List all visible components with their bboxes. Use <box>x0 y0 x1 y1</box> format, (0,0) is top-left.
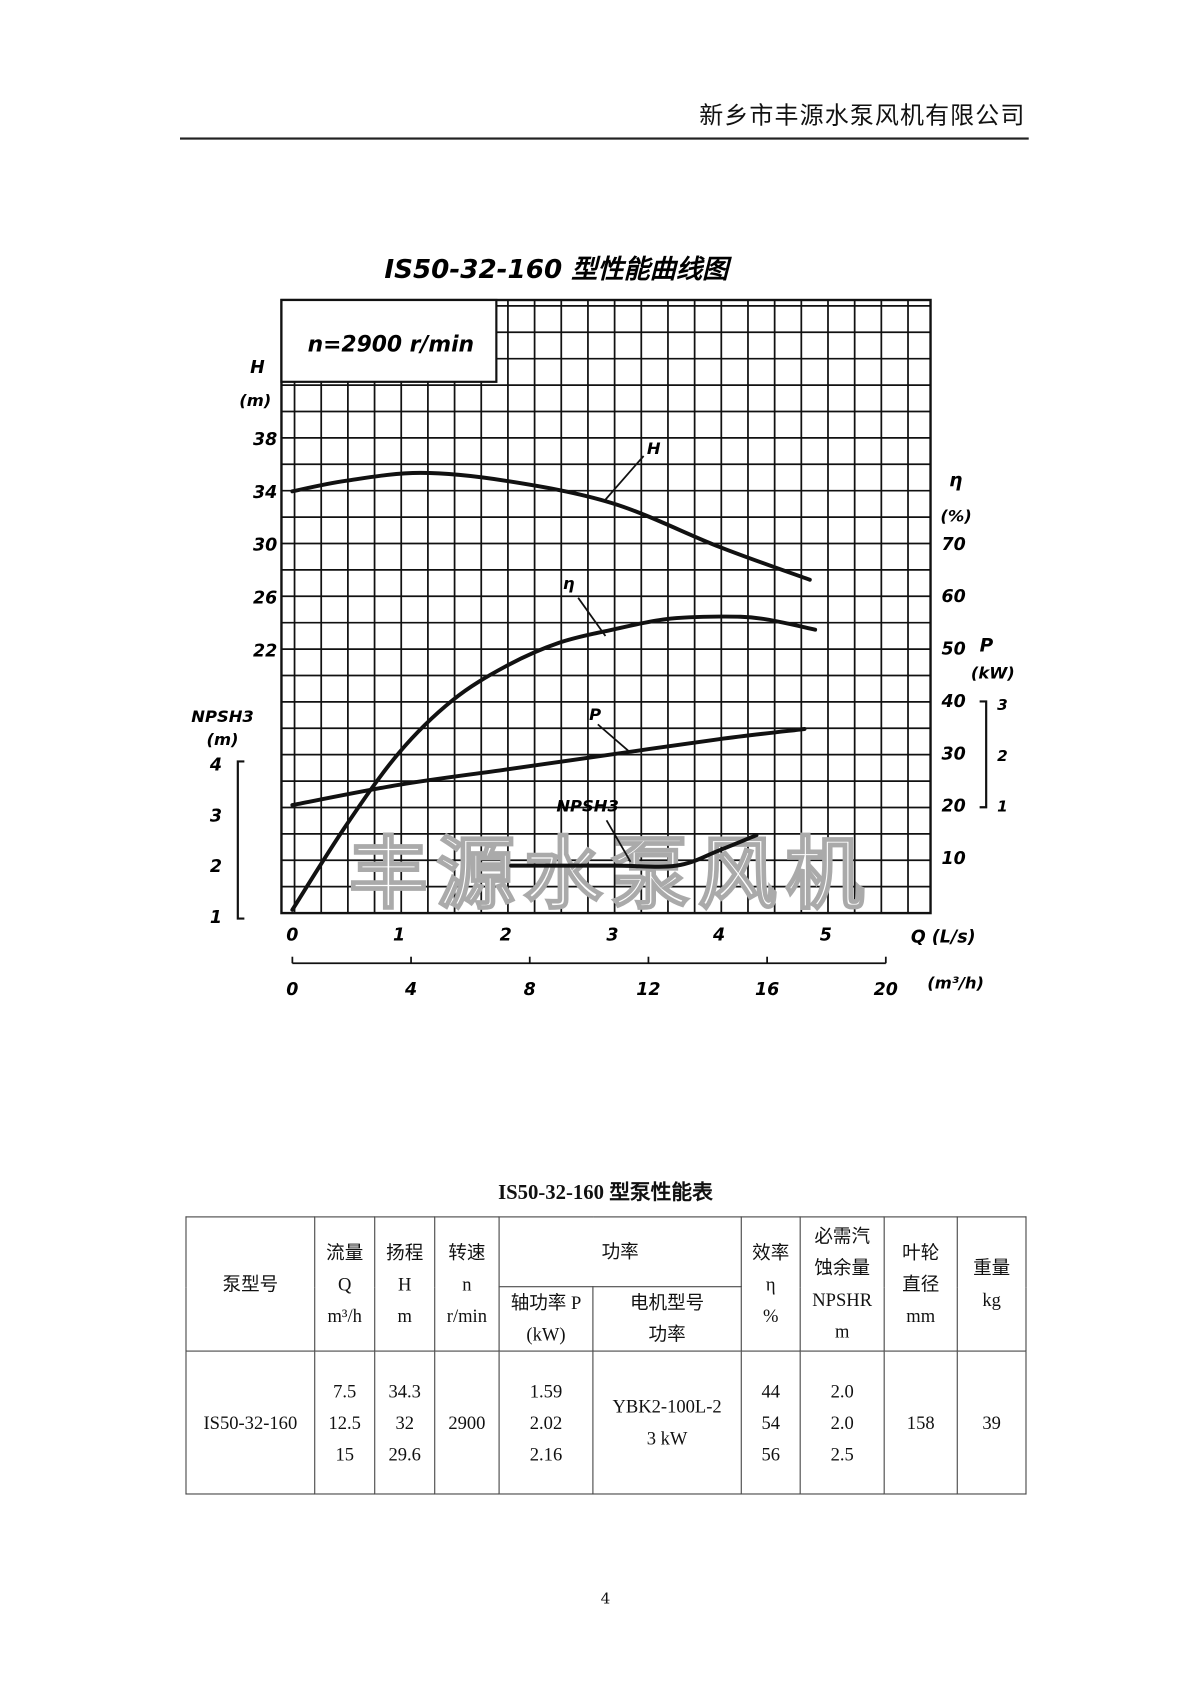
th-weight: 重量 kg <box>956 1216 1027 1352</box>
eta-tick-label: 20 <box>941 797 965 817</box>
x2-tick-label: 0 <box>286 980 298 1000</box>
h-axis-label: H <box>250 358 265 378</box>
cell-speed: 2900 <box>434 1350 500 1495</box>
company-header: 新乡市丰源水泵风机有限公司 <box>699 102 1026 130</box>
p-axis-bracket <box>979 700 988 809</box>
p-axis-label: P <box>980 635 994 656</box>
eta-axis-unit: (%) <box>940 506 971 525</box>
curve-leader-h <box>604 455 645 501</box>
npsh-axis-label: NPSH3 <box>191 707 254 726</box>
plot-frame <box>280 298 932 915</box>
curve-label-npsh3: NPSH3 <box>556 797 619 816</box>
npsh-tick-label: 3 <box>210 806 222 826</box>
x-tick-label: 0 <box>286 925 298 945</box>
x2-tick-label: 12 <box>636 980 660 1000</box>
watermark: 丰源水泵风机 <box>349 827 873 920</box>
table-title: IS50-32-160 型泵性能表 <box>498 1181 713 1205</box>
header-rule <box>179 137 1029 140</box>
curve-label-eta: η <box>563 574 575 593</box>
cell-npshr: 2.0 2.0 2.5 <box>799 1350 885 1495</box>
page-number: 4 <box>600 1590 611 1608</box>
eta-tick-label: 50 <box>941 640 965 660</box>
x-tick-label: 3 <box>606 925 618 945</box>
cell-impeller: 158 <box>883 1350 958 1495</box>
h-axis-unit: (m) <box>239 391 271 410</box>
th-efficiency: 效率 η% <box>740 1216 801 1352</box>
th-motor: 电机型号 功率 <box>592 1286 742 1352</box>
h-tick-label: 22 <box>253 641 277 661</box>
th-shaft-power: 轴功率 P (kW) <box>498 1286 594 1352</box>
cell-flow: 7.5 12.5 15 <box>314 1350 376 1495</box>
p-tick-label: 2 <box>997 747 1008 765</box>
curve-leader-npsh3 <box>605 819 632 863</box>
p-tick-label: 1 <box>997 798 1008 816</box>
eta-tick-label: 10 <box>941 849 965 869</box>
x2-tick-label: 20 <box>874 980 898 1000</box>
curve-leader-eta <box>577 597 607 637</box>
eta-tick-label: 70 <box>941 535 965 555</box>
th-power: 功率 <box>498 1216 742 1288</box>
cell-weight: 39 <box>956 1350 1027 1495</box>
eta-tick-label: 30 <box>941 744 965 764</box>
x2-tick-label: 4 <box>404 980 417 1000</box>
x-tick-label: 5 <box>820 925 832 945</box>
speed-annotation: n=2900 r/min <box>308 332 474 357</box>
curve-p <box>290 727 807 808</box>
curve-leader-p <box>597 723 632 754</box>
npsh-axis-unit: (m) <box>207 730 239 749</box>
npsh-tick-label: 4 <box>209 756 222 776</box>
curve-label-p: P <box>589 705 601 724</box>
p-tick-label: 3 <box>997 696 1008 714</box>
eta-tick-label: 60 <box>941 587 965 607</box>
x-axis-label: Q (L/s) <box>911 928 976 948</box>
npsh-axis-bracket <box>236 760 245 920</box>
p-axis-unit: (kW) <box>971 664 1015 683</box>
speed-annotation-box <box>280 298 498 383</box>
eta-axis-label: η <box>949 471 962 492</box>
cell-shaft-power: 1.59 2.02 2.16 <box>498 1350 594 1495</box>
cell-motor: YBK2-100L-2 3 kW <box>592 1350 742 1495</box>
h-tick-label: 30 <box>253 536 277 556</box>
table-row: IS50-32-160 7.5 12.5 15 34.3 32 29.6 2900 1.… <box>185 1350 1027 1495</box>
x2-axis-label: (m³/h) <box>927 973 984 992</box>
x-tick-label: 2 <box>500 925 512 945</box>
th-speed: 转速 n r/min <box>434 1216 500 1352</box>
h-tick-label: 26 <box>253 588 277 608</box>
x2-tick-label: 16 <box>755 980 779 1000</box>
x2-tick-label: 8 <box>524 980 536 1000</box>
curve-label-h: H <box>647 439 661 458</box>
x-tick-label: 4 <box>712 925 725 945</box>
curve-h <box>290 470 812 582</box>
cell-model: IS50-32-160 <box>185 1350 316 1495</box>
npsh-tick-label: 1 <box>210 908 222 928</box>
x-tick-label: 1 <box>393 925 405 945</box>
th-impeller: 叶轮 直径 mm <box>883 1216 958 1352</box>
cell-head: 34.3 32 29.6 <box>374 1350 436 1495</box>
h-tick-label: 34 <box>253 483 277 503</box>
eta-tick-label: 40 <box>940 692 965 712</box>
th-model: 泵型号 <box>185 1216 316 1352</box>
npsh-tick-label: 2 <box>210 857 222 877</box>
chart-title: IS50-32-160 型性能曲线图 <box>384 255 732 285</box>
h-tick-label: 38 <box>253 430 277 450</box>
cell-efficiency: 44 54 56 <box>740 1350 801 1495</box>
th-npshr: 必需汽 蚀余量 NPSHR m <box>799 1216 885 1352</box>
curve-npsh3 <box>509 833 759 869</box>
